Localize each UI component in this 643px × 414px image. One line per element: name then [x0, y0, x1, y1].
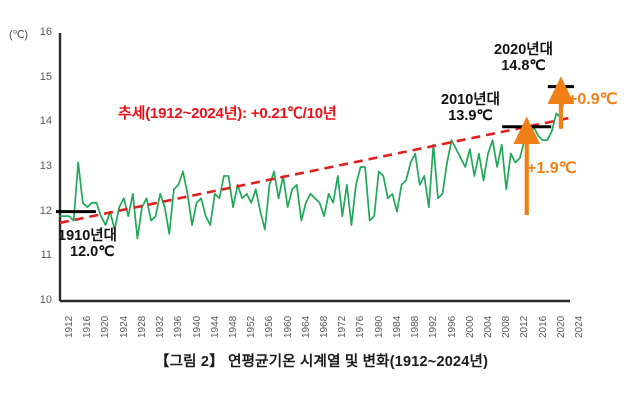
x-tick-label: 1924 [118, 315, 130, 338]
trend-annotation: 추세(1912~2024년): +0.21℃/10년 [118, 105, 337, 122]
x-tick-label: 2024 [574, 315, 585, 338]
y-axis-unit-label: (℃) [9, 29, 28, 41]
x-tick-label: 2020 [555, 315, 567, 338]
x-tick-label: 1912 [64, 315, 75, 338]
x-tick-label: 1936 [173, 315, 185, 338]
delta-1910-2010-label: +1.9℃ [527, 160, 577, 177]
x-tick-label: 2004 [482, 315, 494, 338]
x-tick-label: 1952 [246, 315, 258, 338]
figure-caption: 【그림 2】 연평균기온 시계열 및 변화(1912~2024년) [154, 354, 489, 370]
x-tick-label: 1928 [136, 315, 148, 338]
x-tick-label: 1940 [191, 315, 203, 338]
x-tick-label: 1980 [373, 315, 385, 338]
decade-1910-label: 1910년대 [58, 228, 117, 244]
x-tick-label: 1988 [410, 315, 422, 338]
decade-2020-annotation: 2020년대 14.8℃ [494, 42, 553, 74]
x-tick-label: 2000 [464, 315, 476, 338]
y-tick-label: 15 [39, 70, 52, 83]
x-tick-label: 1968 [319, 315, 330, 338]
x-tick-label: 1976 [355, 315, 367, 338]
decade-1910-value: 12.0℃ [70, 244, 115, 261]
x-tick-label: 1920 [100, 315, 112, 338]
y-tick-label: 11 [40, 249, 52, 262]
decade-2010-value: 13.9℃ [448, 108, 493, 125]
x-tick-label: 1984 [391, 315, 403, 338]
x-tick-label: 1964 [300, 315, 312, 338]
y-tick-label: 14 [39, 115, 52, 128]
x-tick-label: 1948 [227, 315, 239, 338]
x-tick-label: 1916 [82, 315, 94, 338]
trend-line [59, 116, 571, 225]
x-tick-label: 1956 [264, 315, 276, 338]
y-tick-label: 10 [39, 294, 52, 306]
decade-2010-label: 2010년대 [441, 92, 500, 108]
delta-2010-2020-label: +0.9℃ [568, 91, 618, 108]
x-tick-label: 2008 [501, 315, 513, 338]
y-tick-label: 13 [39, 160, 52, 172]
decade-2020-label: 2020년대 [494, 42, 553, 58]
y-tick-label: 16 [39, 26, 52, 38]
temperature-series-line [59, 85, 571, 240]
y-tick-label: 12 [39, 204, 52, 217]
x-tick-label: 1996 [446, 315, 458, 338]
x-tick-label: 2016 [537, 315, 549, 338]
decade-1910-annotation: 1910년대 12.0℃ [58, 228, 117, 260]
x-tick-label: 2012 [519, 315, 531, 338]
x-tick-label: 1972 [337, 315, 349, 338]
x-tick-label: 1960 [282, 315, 294, 338]
delta-arrow-group [513, 76, 575, 215]
decade-2010-annotation: 2010년대 13.9℃ [441, 92, 500, 124]
decade-2020-value: 14.8℃ [501, 58, 546, 75]
x-tick-label: 1992 [428, 315, 440, 338]
x-tick-label: 1932 [155, 315, 167, 338]
x-tick-label: 1944 [209, 315, 221, 338]
